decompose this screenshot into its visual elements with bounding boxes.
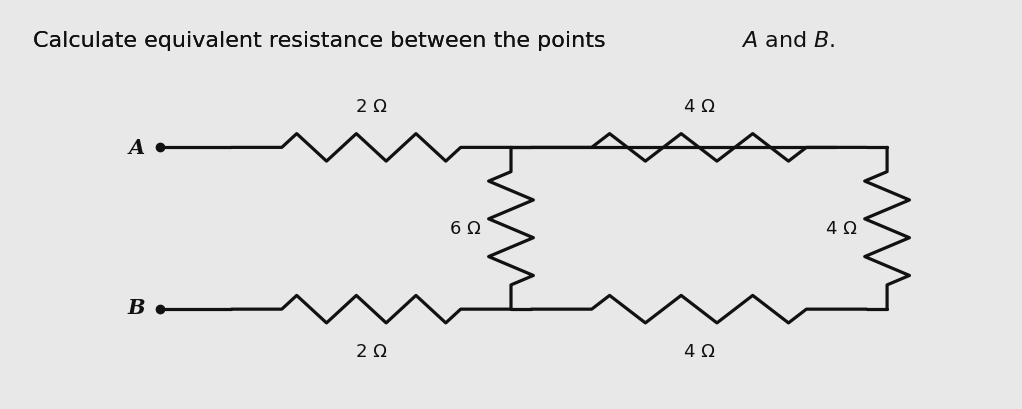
Text: 4 Ω: 4 Ω [684,98,714,116]
Text: A: A [129,138,145,158]
Text: 4 Ω: 4 Ω [826,220,856,238]
Text: 2 Ω: 2 Ω [356,342,386,360]
Text: 2 Ω: 2 Ω [356,98,386,116]
Text: B: B [128,297,145,317]
Text: $A$ and $B$.: $A$ and $B$. [741,31,835,51]
Text: Calculate equivalent resistance between the points: Calculate equivalent resistance between … [34,31,613,51]
Text: 4 Ω: 4 Ω [684,342,714,360]
Text: 6 Ω: 6 Ω [450,220,480,238]
Text: Calculate equivalent resistance between the points: Calculate equivalent resistance between … [34,31,613,51]
